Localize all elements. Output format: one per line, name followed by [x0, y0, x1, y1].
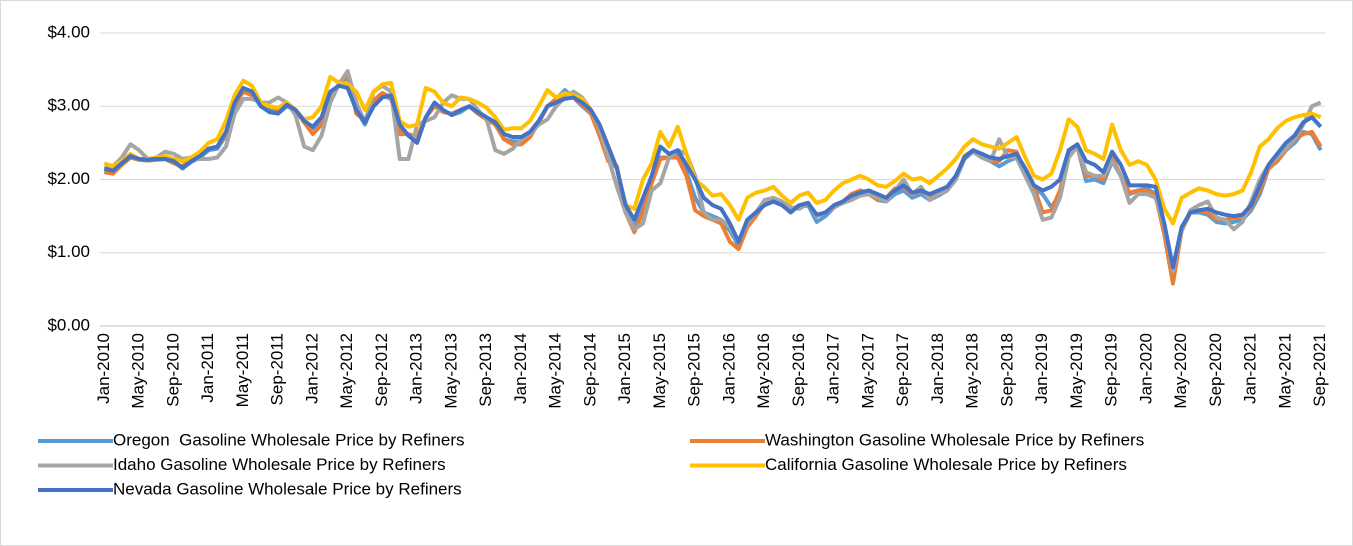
x-tick-label: Jan-2010	[94, 333, 113, 404]
legend-label: California Gasoline Wholesale Price by R…	[765, 455, 1127, 474]
x-tick-label: Jan-2014	[511, 333, 530, 404]
x-tick-label: May-2010	[129, 333, 148, 409]
x-tick-label: Sep-2014	[580, 333, 599, 407]
x-tick-label: Jan-2016	[719, 333, 738, 404]
legend-label: Oregon Gasoline Wholesale Price by Refin…	[113, 430, 465, 449]
legend-label: Idaho Gasoline Wholesale Price by Refine…	[113, 455, 446, 474]
x-tick-label: Sep-2019	[1102, 333, 1121, 407]
series-line	[103, 74, 1322, 226]
x-tick-label: Sep-2013	[476, 333, 495, 407]
y-tick-label: $1.00	[47, 242, 90, 261]
x-tick-label: May-2020	[1171, 333, 1190, 409]
x-tick-label: Sep-2021	[1310, 333, 1329, 407]
x-tick-label: May-2021	[1275, 333, 1294, 409]
x-tick-label: Jan-2017	[824, 333, 843, 404]
x-tick-label: Jan-2021	[1241, 333, 1260, 404]
x-tick-label: Sep-2011	[268, 333, 287, 405]
x-tick-label: May-2011	[233, 333, 252, 407]
x-tick-label: Sep-2015	[685, 333, 704, 407]
x-tick-label: Jan-2018	[928, 333, 947, 404]
x-tick-label: Sep-2016	[789, 333, 808, 407]
x-tick-label: Jan-2013	[407, 333, 426, 404]
x-tick-label: Jan-2020	[1136, 333, 1155, 404]
x-tick-label: Jan-2019	[1032, 333, 1051, 404]
series-line	[103, 69, 1322, 274]
x-tick-label: May-2017	[858, 333, 877, 409]
x-tick-label: May-2019	[1067, 333, 1086, 409]
legend-label: Washington Gasoline Wholesale Price by R…	[765, 430, 1144, 449]
legend-label: Nevada Gasoline Wholesale Price by Refin…	[113, 479, 462, 498]
x-tick-label: Jan-2015	[615, 333, 634, 404]
x-tick-label: Jan-2012	[302, 333, 321, 404]
y-tick-label: $0.00	[47, 315, 90, 334]
x-tick-label: May-2014	[546, 333, 565, 409]
y-tick-label: $2.00	[47, 169, 90, 188]
y-tick-label: $3.00	[47, 96, 90, 115]
x-tick-label: Sep-2018	[997, 333, 1016, 407]
x-tick-label: Sep-2012	[372, 333, 391, 407]
x-tick-label: May-2016	[754, 333, 773, 409]
x-tick-label: May-2018	[963, 333, 982, 409]
y-tick-label: $4.00	[47, 22, 90, 41]
x-tick-label: Sep-2017	[893, 333, 912, 407]
x-tick-label: Sep-2010	[163, 333, 182, 407]
series-line	[103, 83, 1323, 270]
x-tick-label: May-2015	[650, 333, 669, 409]
x-tick-label: May-2012	[337, 333, 356, 409]
x-tick-label: Jan-2011	[198, 333, 217, 403]
x-tick-label: May-2013	[441, 333, 460, 409]
x-tick-label: Sep-2020	[1206, 333, 1225, 407]
